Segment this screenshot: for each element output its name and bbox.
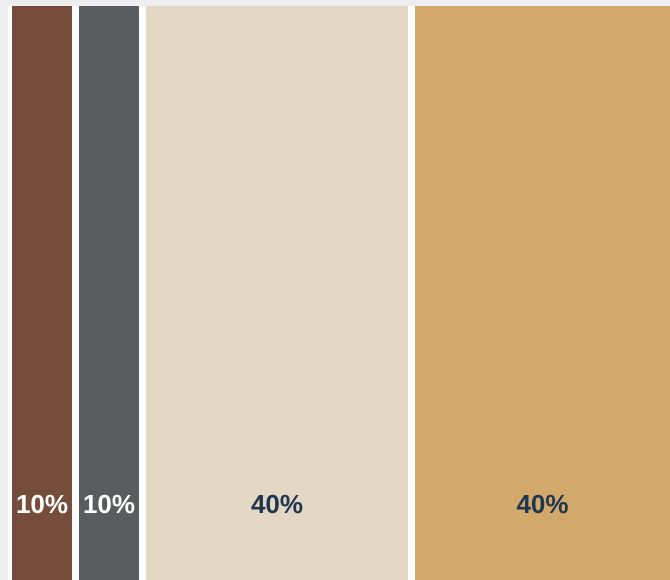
swatch-percentage-label: 40% — [250, 489, 304, 519]
swatch-percentage-label: 10% — [15, 489, 69, 519]
color-swatch-cream: 40% — [146, 6, 408, 580]
swatch-percentage-label: 40% — [516, 489, 569, 519]
swatch-percentage-label: 10% — [82, 489, 136, 519]
color-palette: 10% 10% 40% 40% — [8, 6, 670, 580]
color-swatch-brown: 10% — [12, 6, 72, 580]
color-swatch-slate: 10% — [79, 6, 139, 580]
color-swatch-tan: 40% — [415, 6, 670, 580]
